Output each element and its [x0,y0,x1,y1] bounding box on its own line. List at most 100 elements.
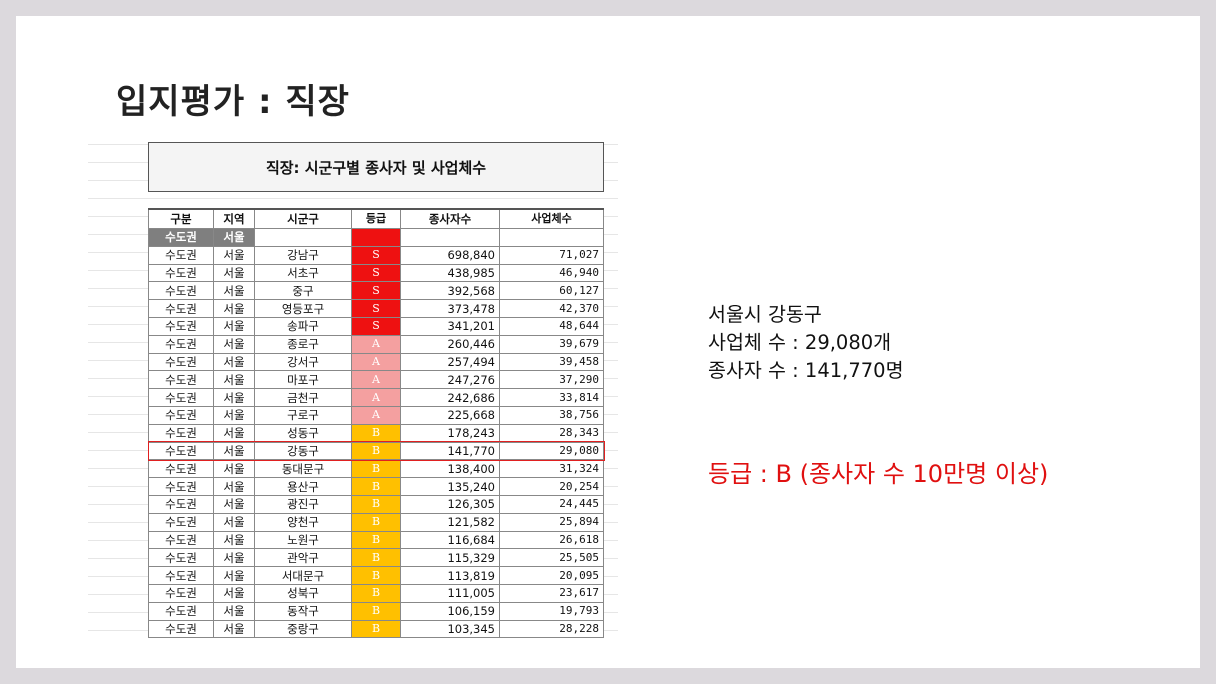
column-header-sigungu: 시군구 [254,208,352,229]
table-row: 수도권 서울 강남구 S 698,840 71,027 [148,245,604,265]
cell-employees: 438,985 [400,263,500,283]
cell-gubun: 수도권 [148,494,214,514]
cell-employees: 141,770 [400,441,500,461]
cell-gubun: 수도권 [148,370,214,390]
cell-sigungu: 서대문구 [254,566,352,585]
table-row: 수도권 서울 강서구 A 257,494 39,458 [148,352,604,372]
table-row: 수도권 서울 광진구 B 126,305 24,445 [148,494,604,514]
cell-gubun: 수도권 [148,245,214,265]
cell-employees: 242,686 [400,388,500,407]
cell-grade: A [351,352,401,372]
cell-businesses: 31,324 [499,459,604,479]
cell-grade: A [351,370,401,390]
column-header-businesses: 사업체수 [499,208,604,229]
cell-sigungu: 영등포구 [254,299,352,318]
cell-sigungu: 성북구 [254,583,352,603]
cell-region: 서울 [213,334,255,354]
section-businesses [499,228,604,247]
cell-employees: 698,840 [400,245,500,265]
cell-employees: 392,568 [400,281,500,301]
cell-sigungu: 광진구 [254,494,352,514]
cell-region: 서울 [213,370,255,390]
spreadsheet-image: 직장: 시군구별 종사자 및 사업체수 구분 지역 시군구 등급 종사자수 사업… [88,127,618,642]
cell-grade: B [351,566,401,585]
cell-sigungu: 강서구 [254,352,352,372]
section-sigungu [254,228,352,247]
section-row: 수도권 서울 [148,228,604,247]
cell-gubun: 수도권 [148,530,214,550]
cell-employees: 111,005 [400,583,500,603]
table-body: 수도권 서울 수도권 서울 강남구 S 698,840 71,027 수도권 서울 서초구 S 43… [148,228,604,639]
cell-sigungu: 마포구 [254,370,352,390]
column-header-gubun: 구분 [148,208,214,229]
cell-businesses: 38,756 [499,405,604,425]
cell-region: 서울 [213,316,255,336]
cell-region: 서울 [213,512,255,532]
slide-title: 입지평가 : 직장 [116,82,350,122]
cell-grade: B [351,459,401,479]
cell-gubun: 수도권 [148,423,214,443]
cell-region: 서울 [213,477,255,496]
cell-employees: 113,819 [400,566,500,585]
table-row: 수도권 서울 종로구 A 260,446 39,679 [148,334,604,354]
cell-sigungu: 성동구 [254,423,352,443]
table-row: 수도권 서울 관악구 B 115,329 25,505 [148,548,604,568]
slide: 입지평가 : 직장 직장: 시군구별 종사자 및 사업체수 구분 지역 시군구 … [16,16,1200,668]
cell-region: 서울 [213,619,255,639]
grade-note: 등급 : B (종사자 수 10만명 이상) [708,460,1049,488]
cell-employees: 341,201 [400,316,500,336]
info-district: 서울시 강동구 [708,303,822,326]
cell-sigungu: 중랑구 [254,619,352,639]
cell-grade: S [351,245,401,265]
info-business-count: 사업체 수 : 29,080개 [708,331,892,354]
cell-region: 서울 [213,263,255,283]
cell-businesses: 60,127 [499,281,604,301]
table-row: 수도권 서울 동대문구 B 138,400 31,324 [148,459,604,479]
cell-sigungu: 송파구 [254,316,352,336]
cell-businesses: 25,505 [499,548,604,568]
cell-businesses: 19,793 [499,601,604,621]
cell-gubun: 수도권 [148,299,214,318]
sheet-title: 직장: 시군구별 종사자 및 사업체수 [148,142,604,192]
data-table: 구분 지역 시군구 등급 종사자수 사업체수 수도권 서울 수도권 서울 강남구 S [148,208,604,639]
table-row: 수도권 서울 마포구 A 247,276 37,290 [148,370,604,390]
cell-sigungu: 강동구 [254,441,352,461]
cell-gubun: 수도권 [148,619,214,639]
cell-grade: A [351,405,401,425]
cell-gubun: 수도권 [148,388,214,407]
cell-businesses: 71,027 [499,245,604,265]
cell-businesses: 23,617 [499,583,604,603]
cell-employees: 126,305 [400,494,500,514]
cell-employees: 135,240 [400,477,500,496]
cell-sigungu: 강남구 [254,245,352,265]
cell-businesses: 29,080 [499,441,604,461]
cell-sigungu: 구로구 [254,405,352,425]
cell-region: 서울 [213,459,255,479]
cell-sigungu: 서초구 [254,263,352,283]
cell-region: 서울 [213,281,255,301]
cell-sigungu: 종로구 [254,334,352,354]
table-row: 수도권 서울 중랑구 B 103,345 28,228 [148,619,604,639]
cell-grade: S [351,263,401,283]
cell-businesses: 39,679 [499,334,604,354]
cell-grade: A [351,334,401,354]
cell-sigungu: 중구 [254,281,352,301]
cell-employees: 257,494 [400,352,500,372]
cell-region: 서울 [213,352,255,372]
cell-gubun: 수도권 [148,512,214,532]
table-row: 수도권 서울 동작구 B 106,159 19,793 [148,601,604,621]
cell-businesses: 48,644 [499,316,604,336]
cell-businesses: 28,343 [499,423,604,443]
cell-employees: 138,400 [400,459,500,479]
cell-region: 서울 [213,299,255,318]
table-row: 수도권 서울 노원구 B 116,684 26,618 [148,530,604,550]
table-row: 수도권 서울 금천구 A 242,686 33,814 [148,388,604,407]
table-row: 수도권 서울 강동구 B 141,770 29,080 [148,441,604,461]
cell-grade: B [351,512,401,532]
cell-businesses: 20,095 [499,566,604,585]
cell-region: 서울 [213,548,255,568]
cell-businesses: 28,228 [499,619,604,639]
cell-gubun: 수도권 [148,548,214,568]
cell-businesses: 37,290 [499,370,604,390]
cell-businesses: 24,445 [499,494,604,514]
